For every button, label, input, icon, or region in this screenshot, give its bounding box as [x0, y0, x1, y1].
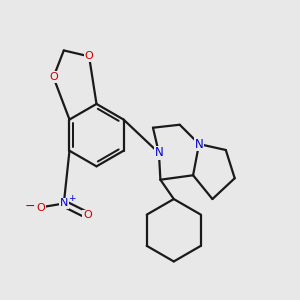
Text: O: O: [36, 203, 45, 213]
Text: O: O: [49, 72, 58, 82]
Text: −: −: [24, 200, 35, 213]
Text: O: O: [83, 210, 92, 220]
Text: N: N: [195, 138, 203, 151]
Text: N: N: [154, 146, 163, 160]
Text: O: O: [85, 51, 93, 62]
Text: +: +: [68, 194, 76, 203]
Text: N: N: [60, 199, 68, 208]
